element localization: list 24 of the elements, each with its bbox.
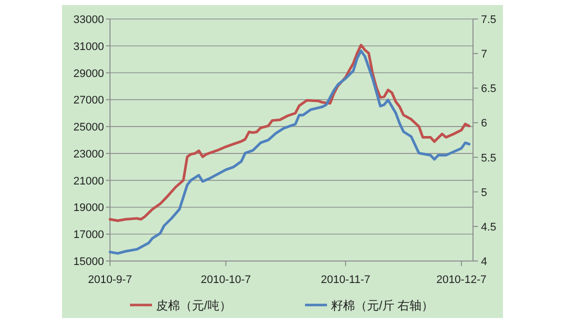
x-tick-label: 2010-10-7 — [200, 274, 251, 286]
x-tick-label: 2010-9-7 — [88, 274, 132, 286]
y-tick-label: 29000 — [73, 68, 104, 80]
y2-tick-label: 7.5 — [481, 14, 496, 26]
y-tick-label: 21000 — [73, 175, 104, 188]
x-tick-label: 2010-11-7 — [320, 274, 370, 286]
y2-tick-label: 7 — [481, 48, 488, 61]
y-tick-label: 15000 — [73, 256, 104, 268]
y2-tick-label: 5 — [481, 186, 488, 199]
y2-tick-label: 4 — [481, 256, 488, 268]
y-tick-label: 33000 — [73, 14, 104, 26]
y-tick-label: 31000 — [73, 40, 104, 53]
y2-tick-label: 4.5 — [481, 221, 496, 234]
y2-tick-label: 5.5 — [481, 152, 496, 164]
y2-tick-label: 6.5 — [481, 83, 496, 96]
legend-label: 皮棉（元/吨） — [156, 298, 232, 312]
legend-label: 籽棉（元/斤 右轴） — [331, 298, 434, 312]
y-tick-label: 19000 — [73, 202, 104, 214]
y-tick-label: 25000 — [73, 122, 104, 134]
y-tick-label: 27000 — [73, 94, 104, 107]
y-tick-label: 23000 — [73, 148, 104, 160]
y-tick-label: 17000 — [73, 229, 104, 242]
x-tick-label: 2010-12-7 — [436, 274, 486, 286]
y2-tick-label: 6 — [481, 118, 488, 130]
